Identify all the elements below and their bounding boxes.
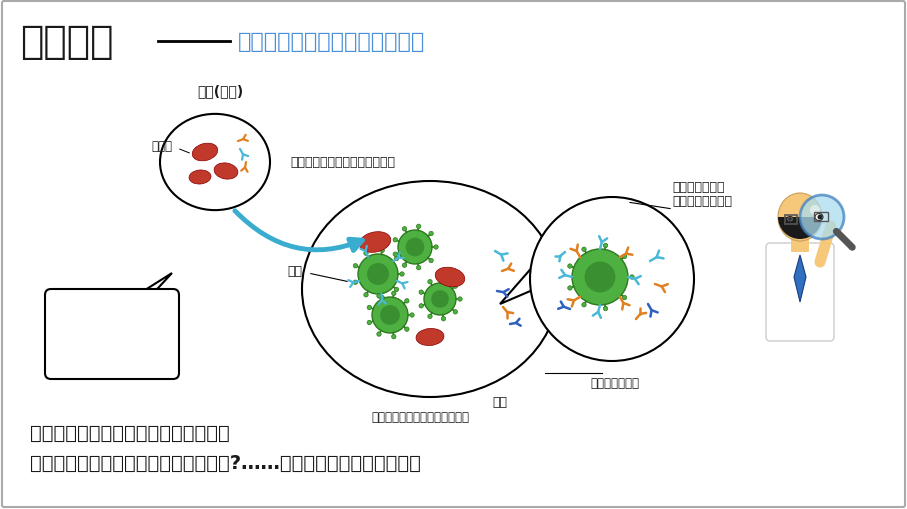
- Text: 抗体があれば、抗原と結びつく: 抗体があれば、抗原と結びつく: [371, 411, 469, 423]
- Circle shape: [442, 317, 445, 321]
- Ellipse shape: [160, 115, 270, 211]
- Circle shape: [603, 307, 608, 311]
- Circle shape: [393, 252, 397, 257]
- Text: 原理は抗原: 原理は抗原: [89, 319, 135, 334]
- Circle shape: [405, 238, 424, 257]
- Circle shape: [376, 294, 381, 299]
- Circle shape: [810, 206, 820, 216]
- Polygon shape: [794, 256, 806, 302]
- Circle shape: [400, 272, 405, 277]
- Circle shape: [603, 244, 608, 248]
- Circle shape: [403, 227, 406, 232]
- Circle shape: [817, 215, 823, 220]
- Text: 抗体を見つけ出す: 抗体を見つけ出す: [672, 195, 732, 208]
- Circle shape: [572, 249, 628, 305]
- Circle shape: [395, 257, 398, 261]
- Text: 抗体検査: 抗体検査: [20, 23, 113, 61]
- Circle shape: [367, 321, 372, 325]
- Ellipse shape: [359, 232, 391, 253]
- Circle shape: [372, 297, 408, 333]
- Circle shape: [442, 277, 445, 282]
- Text: 目印となる抗体: 目印となる抗体: [590, 377, 639, 390]
- FancyBboxPatch shape: [766, 243, 834, 342]
- Polygon shape: [500, 265, 535, 304]
- Circle shape: [629, 275, 634, 279]
- Circle shape: [416, 224, 421, 229]
- Circle shape: [410, 313, 414, 318]
- Circle shape: [454, 285, 457, 289]
- Text: 抗原: 抗原: [288, 265, 303, 278]
- Ellipse shape: [302, 182, 558, 397]
- Ellipse shape: [189, 171, 211, 185]
- Bar: [785, 216, 797, 224]
- Bar: [814, 213, 828, 221]
- Circle shape: [395, 288, 398, 292]
- Ellipse shape: [815, 214, 823, 221]
- Circle shape: [568, 286, 572, 291]
- Circle shape: [530, 197, 694, 361]
- Circle shape: [419, 304, 424, 308]
- Text: 抗体を持っているか調べる検査: 抗体を持っているか調べる検査: [238, 32, 425, 52]
- Circle shape: [454, 310, 457, 315]
- Circle shape: [429, 232, 434, 236]
- Circle shape: [434, 245, 438, 250]
- Circle shape: [393, 238, 397, 243]
- Circle shape: [585, 262, 616, 293]
- Circle shape: [392, 335, 396, 339]
- Text: ・抗体があれば、もう感染しないのか?……は、よく分かっていない。: ・抗体があれば、もう感染しないのか?……は、よく分かっていない。: [30, 453, 421, 471]
- Circle shape: [364, 293, 368, 297]
- Circle shape: [581, 247, 586, 252]
- FancyBboxPatch shape: [45, 290, 179, 379]
- Ellipse shape: [192, 144, 218, 161]
- Circle shape: [358, 254, 398, 294]
- Circle shape: [367, 264, 389, 286]
- Circle shape: [398, 231, 432, 265]
- Circle shape: [353, 264, 357, 268]
- Text: 試薬: 試薬: [493, 395, 508, 409]
- Circle shape: [405, 299, 409, 303]
- Text: ・過去に感染していたか調べられる。: ・過去に感染していたか調べられる。: [30, 422, 229, 442]
- Ellipse shape: [778, 193, 822, 242]
- Circle shape: [428, 315, 433, 319]
- Circle shape: [353, 280, 357, 285]
- Circle shape: [431, 291, 449, 308]
- Circle shape: [376, 332, 381, 336]
- Text: 検体(血液): 検体(血液): [197, 84, 243, 98]
- Circle shape: [380, 305, 400, 325]
- Ellipse shape: [787, 217, 793, 222]
- Circle shape: [419, 291, 424, 295]
- Circle shape: [458, 297, 463, 302]
- Circle shape: [364, 251, 368, 256]
- Text: 抗原と反応した: 抗原と反応した: [672, 181, 725, 194]
- FancyArrowPatch shape: [235, 211, 363, 251]
- Circle shape: [405, 327, 409, 332]
- Circle shape: [581, 303, 586, 307]
- Circle shape: [392, 292, 396, 296]
- Circle shape: [367, 306, 372, 310]
- Circle shape: [429, 259, 434, 263]
- Text: 検体を抗原入りの試薬に入れる: 検体を抗原入りの試薬に入れる: [290, 156, 395, 169]
- Circle shape: [416, 266, 421, 270]
- Text: 赤血球: 赤血球: [151, 140, 172, 153]
- Ellipse shape: [416, 329, 444, 346]
- Ellipse shape: [214, 163, 238, 180]
- Polygon shape: [134, 273, 172, 300]
- Circle shape: [568, 264, 572, 269]
- Circle shape: [622, 254, 627, 259]
- Text: 検査と同じ！: 検査と同じ！: [84, 337, 140, 352]
- Circle shape: [788, 217, 792, 221]
- Wedge shape: [778, 217, 822, 240]
- Circle shape: [403, 264, 406, 268]
- FancyBboxPatch shape: [791, 239, 809, 252]
- Circle shape: [622, 296, 627, 300]
- Circle shape: [380, 249, 385, 253]
- Circle shape: [800, 195, 844, 240]
- Circle shape: [380, 296, 385, 300]
- Circle shape: [428, 280, 433, 285]
- Ellipse shape: [435, 268, 464, 287]
- Circle shape: [424, 284, 456, 316]
